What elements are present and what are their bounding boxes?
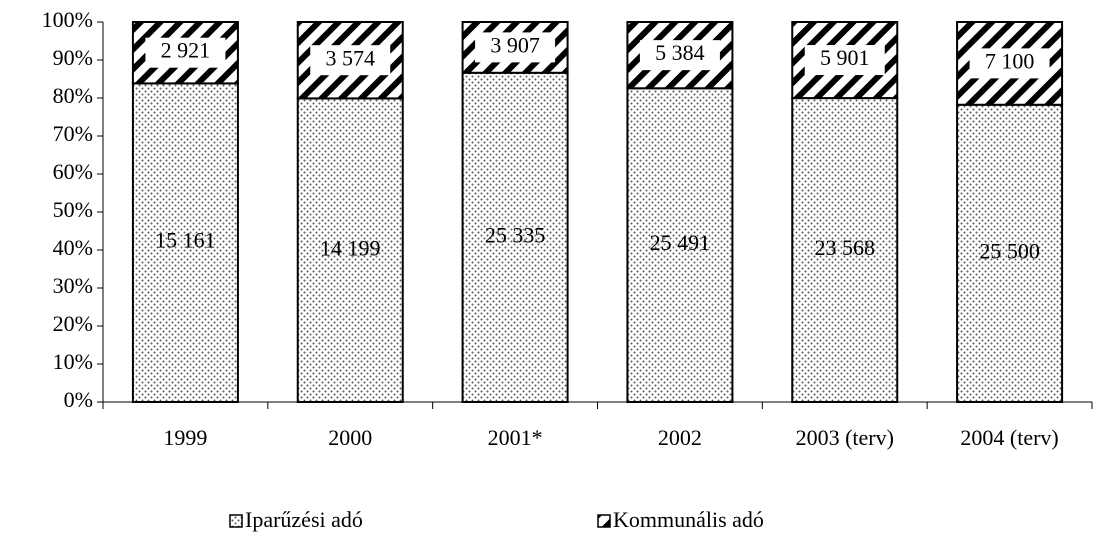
data-label: 3 574 (326, 45, 376, 70)
data-label: 2 921 (161, 38, 211, 63)
label-box (969, 48, 1050, 79)
y-tick-label: 0% (64, 387, 93, 412)
y-tick-label: 30% (53, 273, 93, 298)
legend-label: Kommunális adó (613, 507, 764, 532)
label-box (475, 32, 556, 63)
y-tick-label: 20% (53, 311, 93, 336)
data-label: 23 568 (815, 235, 876, 260)
y-tick-label: 40% (53, 235, 93, 260)
data-label: 15 161 (155, 228, 216, 253)
data-label: 3 907 (490, 32, 540, 57)
data-label: 7 100 (985, 48, 1035, 73)
x-tick-label: 1999 (163, 425, 207, 450)
legend-label: Iparűzési adó (245, 507, 363, 532)
y-tick-label: 80% (53, 83, 93, 108)
y-tick-label: 10% (53, 349, 93, 374)
data-label: 5 901 (820, 45, 870, 70)
x-tick-label: 2000 (328, 425, 372, 450)
y-tick-label: 90% (53, 45, 93, 70)
label-box (639, 40, 720, 71)
bar-segment (296, 97, 404, 403)
data-label: 5 384 (655, 40, 705, 65)
bar-segment (791, 97, 899, 404)
y-tick-label: 100% (42, 7, 93, 32)
label-box (145, 37, 226, 68)
bar-segment (956, 103, 1064, 403)
y-tick-label: 60% (53, 159, 93, 184)
bar-segment (626, 87, 734, 403)
y-tick-label: 50% (53, 197, 93, 222)
legend-swatch (229, 514, 243, 528)
data-label: 25 500 (979, 238, 1040, 263)
label-box (310, 45, 391, 76)
data-label: 25 335 (485, 222, 546, 247)
label-box (804, 45, 885, 76)
x-tick-label: 2001* (488, 425, 543, 450)
data-label: 25 491 (650, 230, 711, 255)
x-tick-label: 2002 (658, 425, 702, 450)
bar-segment (131, 82, 239, 404)
legend-swatch (597, 514, 611, 528)
bar-segment (461, 71, 569, 404)
x-tick-label: 2004 (terv) (960, 425, 1058, 450)
data-label: 14 199 (320, 235, 381, 260)
x-tick-label: 2003 (terv) (796, 425, 894, 450)
y-tick-label: 70% (53, 121, 93, 146)
